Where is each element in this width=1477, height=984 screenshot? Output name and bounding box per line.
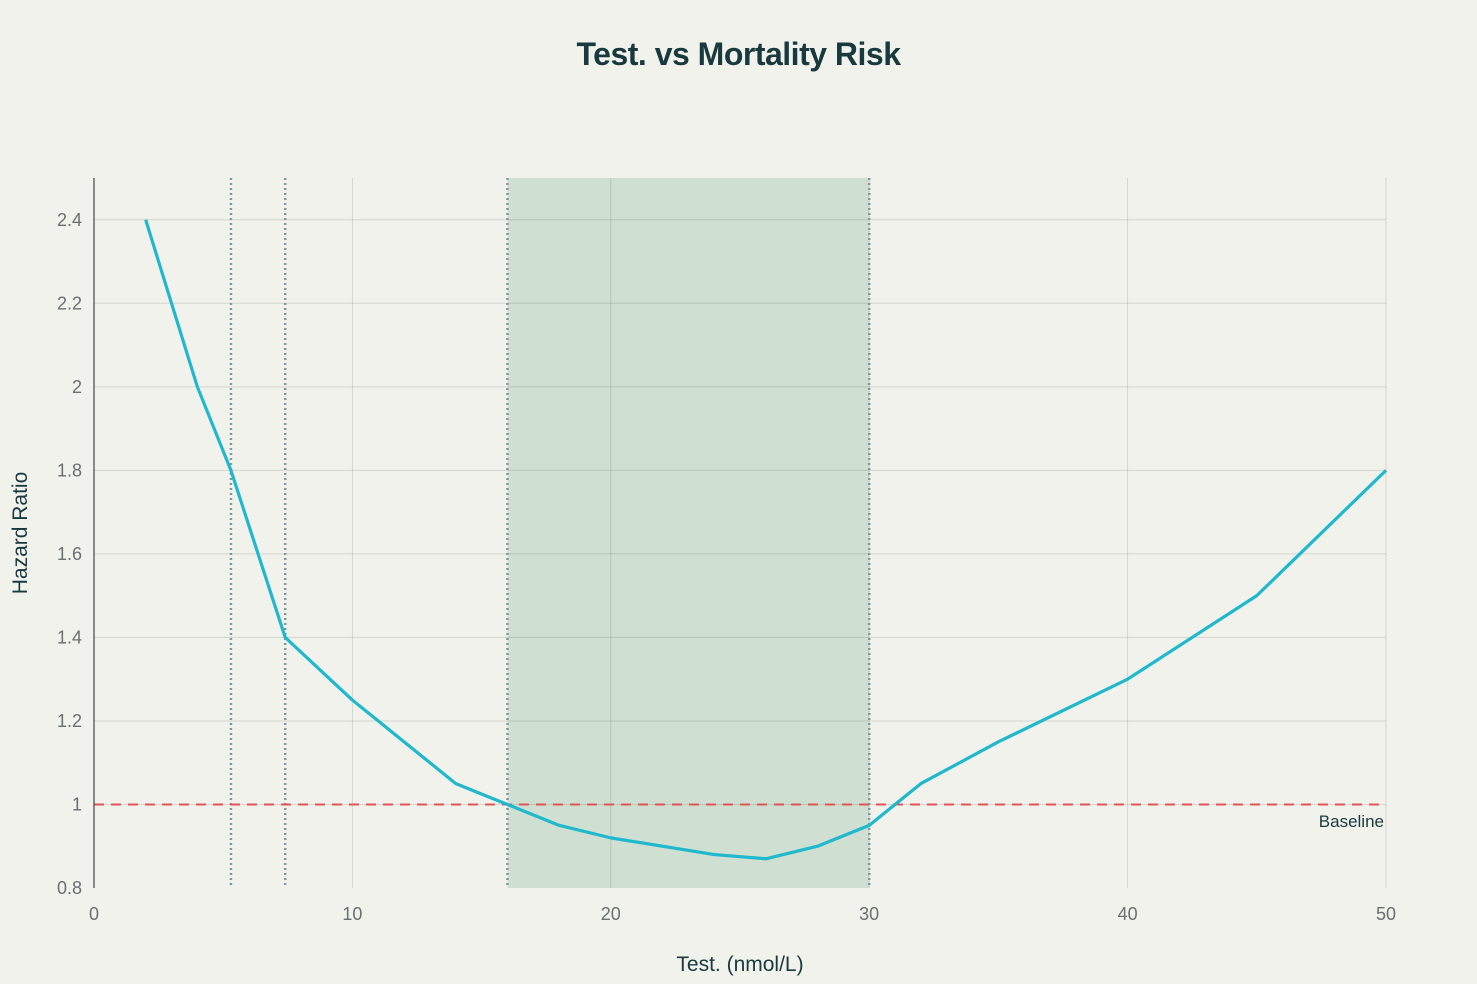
x-tick-label: 50 <box>1376 904 1396 924</box>
x-tick-label: 10 <box>342 904 362 924</box>
chart-title: Test. vs Mortality Risk <box>576 36 901 72</box>
y-tick-label: 2.4 <box>57 210 82 230</box>
y-tick-label: 2.2 <box>57 293 82 313</box>
y-tick-label: 2 <box>72 377 82 397</box>
x-axis-label: Test. (nmol/L) <box>676 953 803 976</box>
y-tick-label: 0.8 <box>57 878 82 898</box>
y-tick-label: 1.4 <box>57 627 82 647</box>
y-tick-label: 1 <box>72 794 82 814</box>
x-tick-label: 0 <box>89 904 99 924</box>
x-tick-label: 40 <box>1118 904 1138 924</box>
y-tick-label: 1.6 <box>57 544 82 564</box>
shaded-optimal-region <box>507 178 870 888</box>
y-axis-label: Hazard Ratio <box>9 472 32 595</box>
y-tick-label: 1.2 <box>57 711 82 731</box>
hazard-ratio-line <box>144 219 1388 861</box>
y-tick-label: 1.8 <box>57 460 82 480</box>
baseline-label: Baseline <box>1319 812 1384 831</box>
x-tick-label: 30 <box>859 904 879 924</box>
x-tick-label: 20 <box>601 904 621 924</box>
